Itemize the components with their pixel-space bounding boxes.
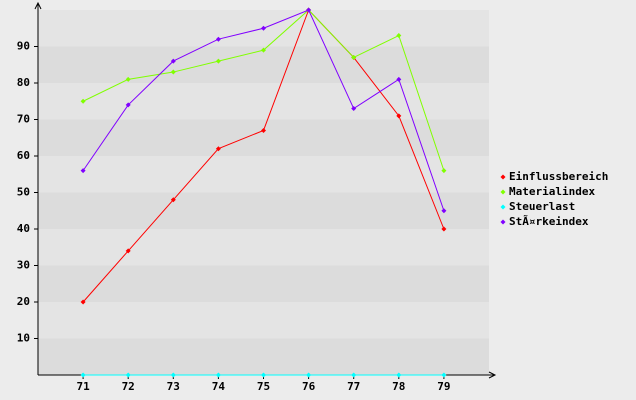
grid-band [38,338,489,375]
point [396,33,402,39]
grid-band [38,156,489,193]
y-axis-arrow [34,1,42,10]
point [441,168,447,174]
legend-marker [500,219,506,225]
point [396,372,402,378]
x-tick-label: 79 [437,380,450,393]
point [215,58,221,64]
point [170,197,176,203]
grid-band [38,265,489,302]
grid-band [38,302,489,339]
grid-band [38,192,489,229]
legend-marker [500,189,506,195]
y-tick-label: 50 [17,186,30,199]
point [441,226,447,232]
grid-band [38,83,489,120]
point [306,372,312,378]
point [215,372,221,378]
x-tick-label: 75 [257,380,270,393]
point [351,106,357,112]
point [80,372,86,378]
point [441,372,447,378]
point [441,208,447,214]
legend-marker [500,174,506,180]
point [351,372,357,378]
x-tick-label: 77 [347,380,360,393]
x-tick-label: 74 [212,380,226,393]
x-tick-label: 76 [302,380,316,393]
point [125,76,131,82]
point [125,102,131,108]
point [396,113,402,119]
y-tick-label: 40 [17,222,30,235]
y-tick-label: 80 [17,76,30,89]
point [261,372,266,378]
point [215,36,221,42]
x-tick-label: 72 [122,380,135,393]
point [125,372,131,378]
point [351,54,357,60]
y-tick-label: 90 [17,40,30,53]
point [170,69,176,75]
y-tick-label: 60 [17,149,30,162]
point [396,76,402,82]
point [80,98,86,104]
legend-label: Steuerlast [509,200,575,213]
point [80,168,86,174]
x-axis-arrow [488,371,497,379]
point [306,7,312,13]
point [125,248,131,254]
legend-label: StÃ¤rkeindex [509,215,589,228]
point [261,25,266,31]
y-tick-label: 70 [17,113,30,126]
point [261,127,266,133]
point [215,146,221,152]
grid-band [38,119,489,156]
point [170,58,176,64]
point [261,47,266,53]
y-tick-label: 10 [17,332,30,345]
y-tick-label: 20 [17,295,30,308]
x-tick-label: 78 [392,380,405,393]
point [80,299,86,305]
legend-marker [500,204,506,210]
point [170,372,176,378]
legend-label: Einflussbereich [509,170,608,183]
x-tick-label: 71 [76,380,90,393]
grid-band [38,229,489,266]
x-tick-label: 73 [167,380,180,393]
y-tick-label: 30 [17,259,30,272]
legend-label: Materialindex [509,185,595,198]
